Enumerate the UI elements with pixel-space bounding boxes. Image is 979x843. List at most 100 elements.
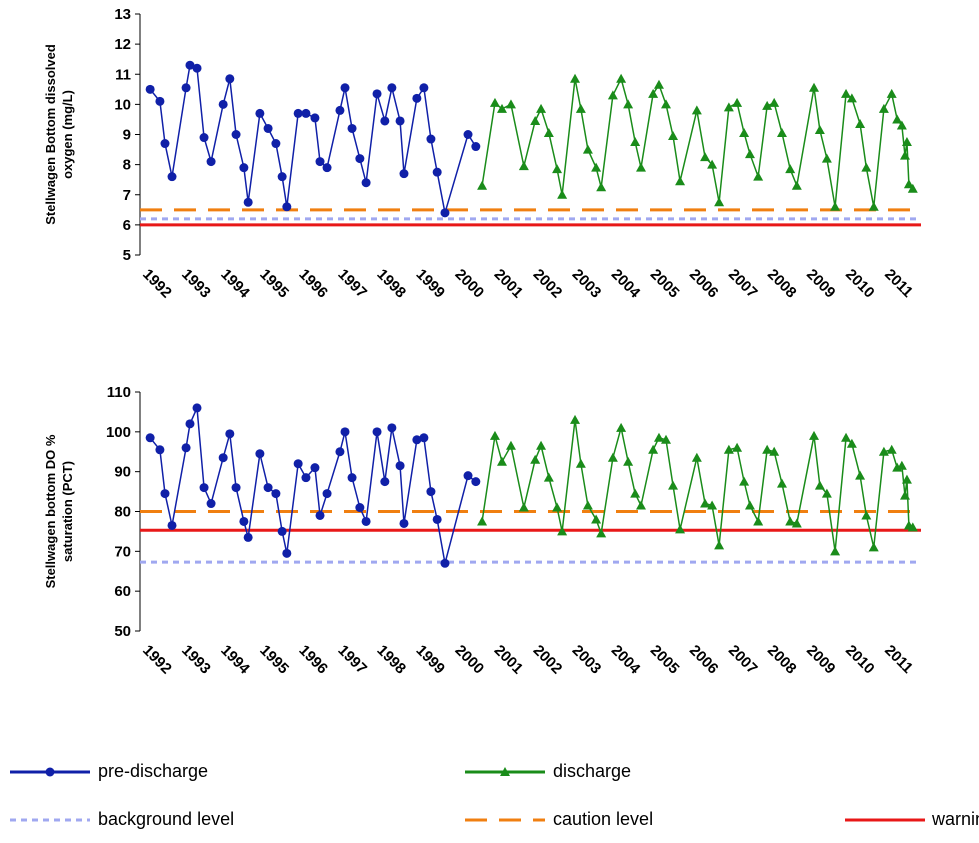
data-point — [282, 202, 292, 212]
data-point — [231, 130, 241, 139]
data-point — [762, 444, 773, 454]
y-tick-label: 12 — [114, 36, 131, 53]
data-point — [372, 427, 382, 437]
data-point — [623, 99, 634, 109]
data-point — [225, 429, 235, 439]
y-tick-label: 6 — [123, 217, 131, 234]
y-tick-label: 100 — [106, 424, 131, 441]
data-point — [582, 144, 593, 154]
data-point — [903, 179, 914, 189]
data-point — [616, 422, 627, 432]
data-point — [861, 162, 872, 172]
data-point — [814, 124, 825, 134]
data-point — [310, 113, 320, 123]
data-point — [552, 502, 563, 512]
x-tick-label: 2002 — [530, 642, 566, 678]
data-point — [591, 162, 602, 172]
x-tick-label: 2011 — [881, 266, 916, 301]
data-point — [301, 108, 311, 118]
data-point — [496, 103, 507, 113]
data-point — [841, 88, 852, 98]
data-point — [322, 163, 332, 173]
data-point — [675, 176, 686, 186]
data-point — [744, 500, 755, 510]
data-point — [769, 446, 780, 456]
data-point — [570, 414, 581, 424]
data-point — [868, 542, 879, 552]
data-point — [412, 93, 422, 103]
data-point — [543, 472, 554, 482]
x-tick-label: 2006 — [686, 642, 722, 678]
data-point — [855, 470, 866, 480]
data-point — [543, 127, 554, 137]
y-tick-label: 10 — [114, 96, 131, 113]
data-point — [145, 433, 155, 443]
data-point — [769, 97, 780, 107]
data-point — [616, 73, 627, 83]
data-point — [785, 516, 796, 526]
data-point — [412, 435, 422, 445]
data-point — [155, 96, 165, 106]
data-point — [335, 447, 345, 457]
x-tick-label: 1993 — [178, 266, 214, 302]
data-point — [372, 89, 382, 99]
data-point — [607, 452, 618, 462]
y-tick-label: 70 — [114, 543, 131, 560]
data-point — [463, 471, 473, 481]
y-axis-label-line: saturation (PCT) — [60, 461, 75, 562]
data-point — [691, 105, 702, 115]
y-tick-label: 50 — [114, 623, 131, 640]
x-tick-label: 2010 — [842, 266, 878, 302]
data-point — [886, 88, 897, 98]
x-tick-label: 2003 — [569, 642, 605, 678]
y-axis-label: Stellwagen bottom DO % saturation (PCT) — [43, 434, 75, 588]
x-tick-label: 2008 — [764, 642, 800, 678]
data-point — [315, 157, 325, 167]
y-tick-label: 9 — [123, 127, 131, 144]
data-point — [714, 540, 725, 550]
data-point — [399, 169, 409, 179]
data-point — [361, 178, 371, 188]
data-point — [477, 516, 488, 526]
data-point — [206, 499, 216, 509]
data-point — [830, 201, 841, 211]
data-point — [896, 460, 907, 470]
data-point — [277, 172, 287, 182]
x-tick-label: 1996 — [295, 266, 331, 302]
legend-marker — [500, 767, 510, 776]
y-tick-label: 8 — [123, 157, 131, 174]
data-point — [582, 500, 593, 510]
data-point — [901, 137, 912, 147]
x-tick-label: 2001 — [491, 642, 527, 678]
x-tick-label: 2000 — [452, 266, 488, 302]
data-point — [575, 458, 586, 468]
y-tick-label: 90 — [114, 464, 131, 481]
data-point — [387, 83, 397, 93]
data-point — [243, 197, 253, 207]
x-tick-label: 1998 — [373, 266, 409, 302]
data-point — [907, 522, 918, 532]
data-point — [596, 182, 607, 192]
data-point — [557, 526, 568, 536]
legend-label: warning level — [931, 809, 979, 829]
legend-label: discharge — [553, 761, 631, 781]
data-point — [432, 167, 442, 177]
data-point — [691, 452, 702, 462]
data-point — [899, 490, 910, 500]
data-point — [809, 82, 820, 92]
data-point — [395, 116, 405, 126]
data-point — [380, 477, 390, 487]
data-point — [878, 446, 889, 456]
data-point — [419, 83, 429, 93]
data-point — [648, 444, 659, 454]
data-point — [355, 154, 365, 164]
data-point — [271, 139, 281, 149]
y-axis-label-line: oxygen (mg/L) — [60, 90, 75, 179]
x-tick-label: 1998 — [373, 642, 409, 678]
y-tick-label: 11 — [115, 66, 131, 83]
data-point — [255, 108, 265, 118]
data-point — [776, 478, 787, 488]
data-point — [440, 208, 450, 218]
data-point — [675, 524, 686, 534]
